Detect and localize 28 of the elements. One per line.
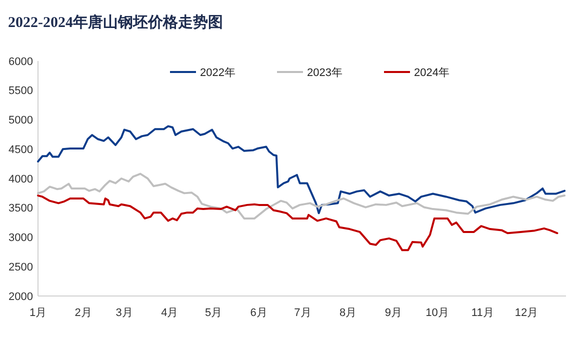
x-tick-label: 12月: [514, 307, 538, 319]
x-tick-label: 9月: [384, 307, 402, 319]
line-series: [37, 125, 566, 214]
x-tick-label: 5月: [204, 307, 222, 319]
chart-title: 2022-2024年唐山钢坯价格走势图: [8, 13, 223, 31]
y-tick-label: 5000: [8, 114, 33, 127]
legend-label: 2023年: [307, 66, 342, 79]
y-tick-label: 5500: [8, 85, 33, 98]
line-series: [37, 172, 566, 220]
x-tick-label: 6月: [250, 307, 268, 319]
y-tick-label: 6000: [8, 56, 33, 68]
x-tick-label: 7月: [294, 307, 312, 319]
y-tick-label: 2000: [8, 290, 33, 303]
x-tick-label: 4月: [161, 307, 178, 319]
x-tick-label: 11月: [471, 307, 494, 319]
x-tick-label: 10月: [426, 307, 449, 319]
y-tick-label: 3500: [8, 202, 33, 215]
line-series: [37, 194, 558, 252]
x-tick-label: 2月: [74, 307, 92, 319]
x-tick-label: 3月: [116, 307, 133, 319]
legend-label: 2024年: [414, 66, 450, 79]
y-tick-label: 2500: [8, 261, 33, 274]
legend-label: 2022年: [200, 66, 236, 79]
y-tick-label: 4500: [8, 144, 33, 156]
y-tick-label: 3000: [8, 232, 33, 244]
x-tick-label: 8月: [340, 307, 357, 319]
x-tick-label: 1月: [29, 307, 47, 319]
y-tick-label: 4000: [8, 173, 33, 186]
